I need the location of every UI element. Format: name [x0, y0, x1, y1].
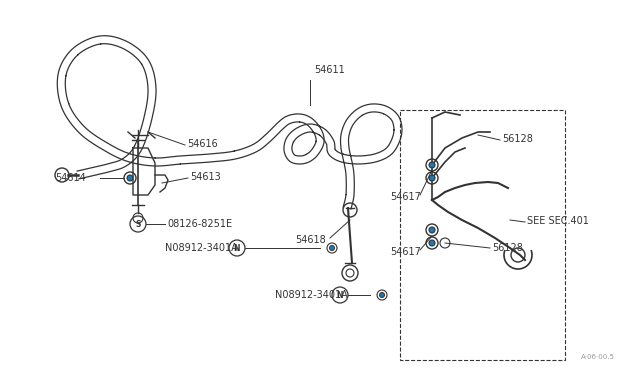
Circle shape: [330, 246, 335, 250]
Text: 56128: 56128: [502, 134, 533, 144]
Circle shape: [429, 175, 435, 181]
Text: N: N: [337, 291, 343, 299]
Circle shape: [380, 292, 385, 298]
Circle shape: [429, 162, 435, 168]
Text: N: N: [234, 244, 240, 253]
Text: 54616: 54616: [187, 139, 218, 149]
Text: 54613: 54613: [190, 172, 221, 182]
Circle shape: [127, 175, 133, 181]
Text: 54617: 54617: [390, 192, 421, 202]
Text: N08912-3401A: N08912-3401A: [165, 243, 237, 253]
Text: 54618: 54618: [295, 235, 326, 245]
Circle shape: [429, 240, 435, 246]
Text: S: S: [135, 219, 141, 228]
Text: SEE SEC.401: SEE SEC.401: [527, 216, 589, 226]
Text: 54614: 54614: [55, 173, 86, 183]
Text: 54611: 54611: [314, 65, 345, 75]
Text: 54617: 54617: [390, 247, 421, 257]
Text: A·06·00.5: A·06·00.5: [581, 354, 615, 360]
Text: 56128: 56128: [492, 243, 523, 253]
Text: 08126-8251E: 08126-8251E: [167, 219, 232, 229]
Circle shape: [429, 227, 435, 233]
Text: N08912-3401A: N08912-3401A: [275, 290, 348, 300]
